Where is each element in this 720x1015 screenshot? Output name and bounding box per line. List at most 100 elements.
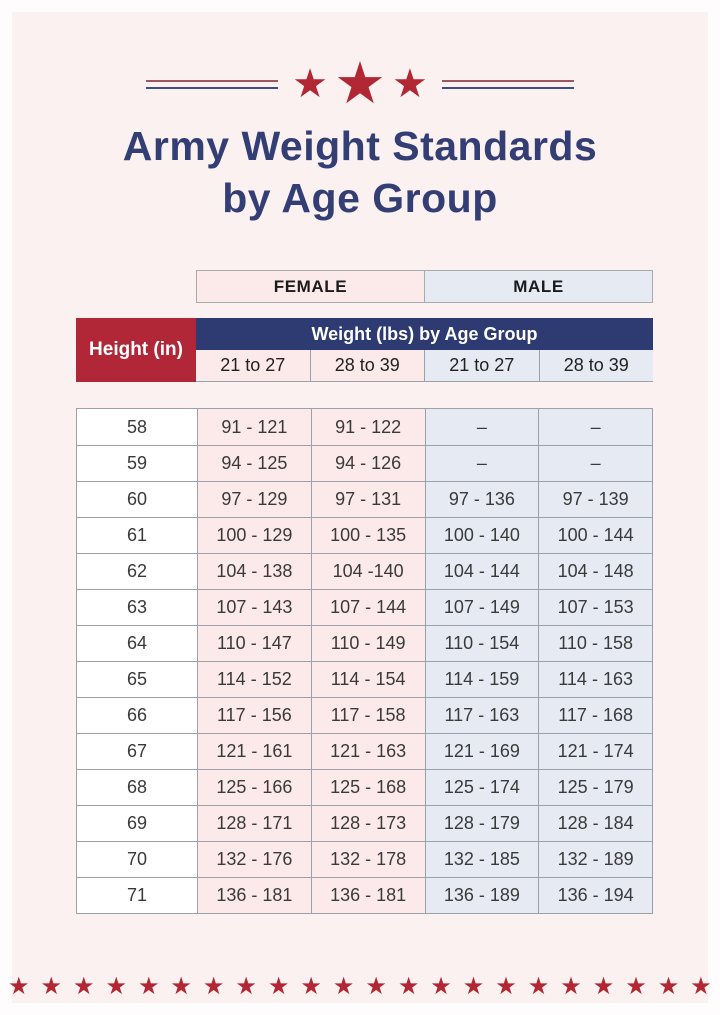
weight-range-cell: 104 -140 [310, 554, 425, 589]
table-row: 64 110 - 147 110 - 149 110 - 154 110 - 158 [77, 625, 652, 661]
weight-range-cell: 132 - 178 [310, 842, 425, 877]
table-row: 69 128 - 171 128 - 173 128 - 179 128 - 184 [77, 805, 652, 841]
star-icon: ★ [657, 973, 680, 1000]
table-row: 58 91 - 121 91 - 122– – [77, 409, 652, 445]
weight-range-cell: 132 - 176 [197, 842, 311, 877]
star-icon: ★ [392, 62, 428, 106]
weight-range-cell: 121 - 163 [310, 734, 425, 769]
table-row: 62 104 - 138 104 -140 104 - 144 104 - 148 [77, 553, 652, 589]
star-icon: ★ [72, 973, 95, 1000]
weight-range-cell: 121 - 174 [538, 734, 652, 769]
table-row: 71 136 - 181 136 - 181 136 - 189 136 - 194 [77, 877, 652, 913]
height-cell: 71 [77, 878, 197, 913]
weight-range-cell: 117 - 163 [424, 698, 539, 733]
star-icon: ★ [40, 973, 62, 1000]
top-stars: ★ ★ ★ [292, 55, 428, 113]
page-title: Army Weight Standards by Age Group [0, 120, 720, 225]
weight-range-cell: 132 - 189 [538, 842, 652, 877]
weight-range-cell: 110 - 154 [424, 626, 539, 661]
male-header: MALE [425, 271, 652, 302]
weight-range-cell: 97 - 139 [538, 482, 652, 517]
height-column-header: Height (in) [76, 318, 196, 382]
weight-range-cell: – [538, 446, 652, 481]
weight-range-cell: 107 - 153 [538, 590, 652, 625]
weight-range-cell: 107 - 143 [197, 590, 311, 625]
table-header: Height (in) Weight (lbs) by Age Group 21… [76, 318, 653, 382]
weight-range-cell: 117 - 156 [197, 698, 311, 733]
star-icon: ★ [202, 973, 225, 1000]
height-cell: 58 [77, 409, 197, 445]
weight-range-cell: 100 - 129 [197, 518, 311, 553]
age-range-header: 28 to 39 [538, 350, 653, 381]
weight-range-cell: 91 - 121 [197, 409, 311, 445]
weight-range-cell: 125 - 168 [310, 770, 425, 805]
weight-range-cell: 128 - 179 [424, 806, 539, 841]
weight-range-cell: 107 - 149 [424, 590, 539, 625]
star-icon: ★ [267, 973, 290, 1000]
star-icon: ★ [334, 51, 386, 116]
weight-range-cell: – [424, 446, 539, 481]
height-cell: 70 [77, 842, 197, 877]
weight-range-cell: 114 - 154 [310, 662, 425, 697]
weight-range-cell: 114 - 152 [197, 662, 311, 697]
height-cell: 59 [77, 446, 197, 481]
weight-range-cell: 128 - 173 [310, 806, 425, 841]
gender-header-bar: FEMALE MALE [196, 270, 653, 303]
table-row: 63 107 - 143 107 - 144 107 - 149 107 - 153 [77, 589, 652, 625]
star-icon: ★ [397, 973, 420, 1000]
weight-range-cell: 125 - 179 [538, 770, 652, 805]
weight-range-cell: 114 - 163 [538, 662, 652, 697]
weight-range-cell: – [424, 409, 539, 445]
star-icon: ★ [105, 973, 127, 1000]
page-title-line1: Army Weight Standards [122, 123, 598, 169]
weight-range-cell: 91 - 122 [310, 409, 425, 445]
weight-range-cell: 121 - 169 [424, 734, 539, 769]
star-icon: ★ [462, 973, 485, 1000]
star-icon: ★ [8, 973, 30, 1000]
star-icon: ★ [137, 973, 160, 1000]
weight-range-cell: 128 - 171 [197, 806, 311, 841]
weight-range-cell: 125 - 174 [424, 770, 539, 805]
table-row: 70 132 - 176 132 - 178 132 - 185 132 - 189 [77, 841, 652, 877]
weight-range-cell: 136 - 194 [538, 878, 652, 913]
weight-range-cell: 110 - 147 [197, 626, 311, 661]
weight-range-cell: 136 - 189 [424, 878, 539, 913]
height-cell: 69 [77, 806, 197, 841]
table-row: 67 121 - 161 121 - 163 121 - 169 121 - 174 [77, 733, 652, 769]
weight-range-cell: 114 - 159 [424, 662, 539, 697]
height-cell: 68 [77, 770, 197, 805]
female-header: FEMALE [197, 271, 425, 302]
height-cell: 63 [77, 590, 197, 625]
weight-range-cell: 132 - 185 [424, 842, 539, 877]
weight-range-cell: 104 - 138 [197, 554, 311, 589]
star-icon: ★ [430, 973, 452, 1000]
weight-range-cell: 136 - 181 [197, 878, 311, 913]
weight-header-group: Weight (lbs) by Age Group 21 to 27 28 to … [196, 318, 653, 382]
table-row: 59 94 - 125 94 - 126– – [77, 445, 652, 481]
age-range-header: 21 to 27 [424, 350, 539, 381]
height-cell: 60 [77, 482, 197, 517]
weight-standards-table: 58 91 - 121 91 - 122– –59 94 - 125 94 - 126– –… [76, 408, 653, 914]
page-title-line2: by Age Group [222, 175, 498, 222]
weight-range-cell: 121 - 161 [197, 734, 311, 769]
weight-range-cell: 100 - 135 [310, 518, 425, 553]
height-cell: 62 [77, 554, 197, 589]
star-icon: ★ [690, 973, 712, 1000]
weight-range-cell: 94 - 126 [310, 446, 425, 481]
table-row: 65 114 - 152 114 - 154 114 - 159 114 - 163 [77, 661, 652, 697]
table-row: 61 100 - 129 100 - 135 100 - 140 100 - 144 [77, 517, 652, 553]
table-row: 60 97 - 129 97 - 131 97 - 136 97 - 139 [77, 481, 652, 517]
weight-range-cell: 104 - 144 [424, 554, 539, 589]
bottom-star-border: ★ ★ ★ ★ ★ ★ ★ ★ ★ ★ ★ ★ ★ ★ ★ ★ ★ ★ ★ ★ ★ ★ [8, 975, 712, 999]
star-icon: ★ [300, 973, 322, 1000]
star-icon: ★ [495, 973, 517, 1000]
weight-range-cell: – [538, 409, 652, 445]
weight-range-cell: 125 - 166 [197, 770, 311, 805]
star-icon: ★ [592, 973, 615, 1000]
star-icon: ★ [365, 973, 387, 1000]
decorative-line-left [146, 79, 279, 89]
weight-range-cell: 104 - 148 [538, 554, 652, 589]
weight-range-cell: 94 - 125 [197, 446, 311, 481]
height-cell: 65 [77, 662, 197, 697]
